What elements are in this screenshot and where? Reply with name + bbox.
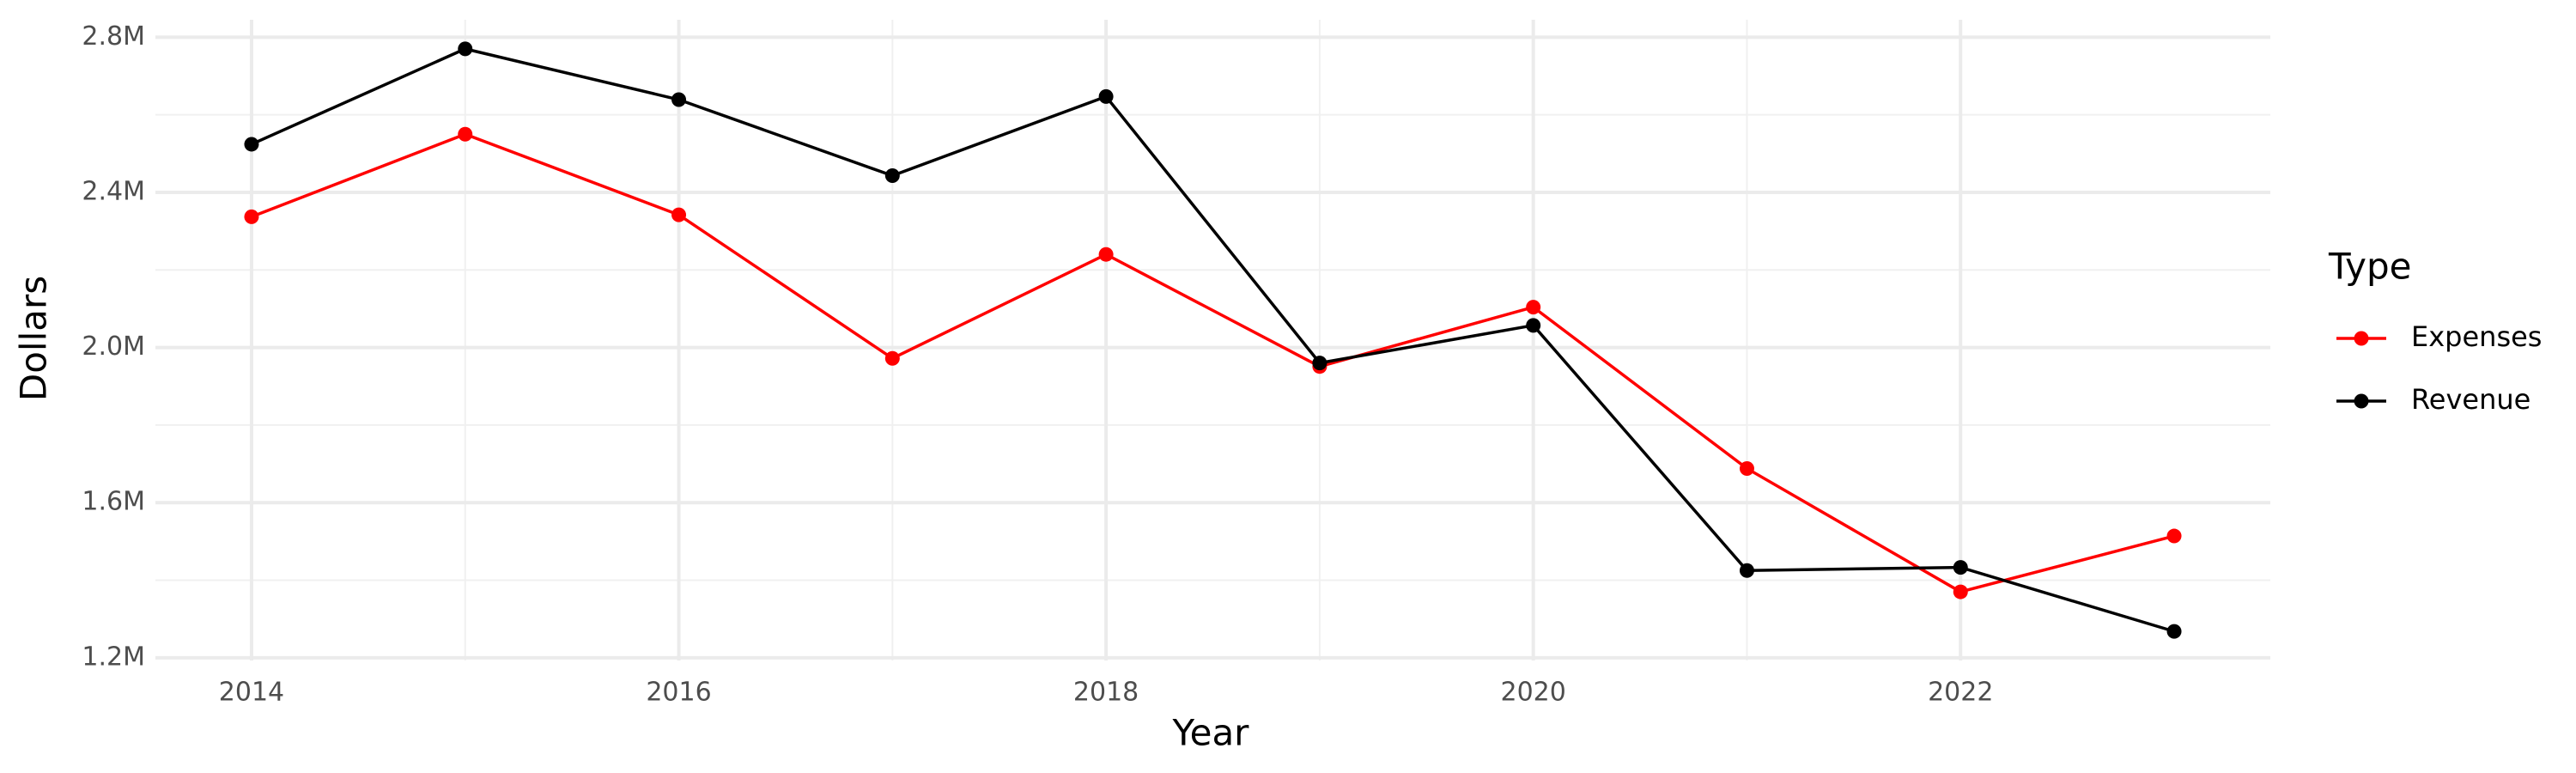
data-point (2166, 528, 2182, 544)
series-line (251, 132, 2175, 593)
data-point (1953, 584, 1968, 600)
data-point (1526, 300, 1541, 315)
data-point (1953, 560, 1968, 575)
y-tick-label: 2.8M (82, 21, 145, 52)
y-axis-title: Dollars (13, 276, 55, 401)
data-point (671, 92, 687, 107)
legend-point (2354, 393, 2369, 409)
data-point (1739, 460, 1754, 476)
legend-title: Type (2328, 246, 2411, 288)
data-point (1098, 247, 1114, 262)
data-point (2166, 624, 2182, 639)
y-tick-label: 1.2M (82, 642, 145, 672)
y-tick-label: 2.4M (82, 176, 145, 206)
data-point (244, 137, 259, 152)
y-tick-label: 1.6M (82, 487, 145, 517)
data-point (458, 126, 473, 142)
data-point (1739, 563, 1754, 578)
series-line (251, 47, 2175, 633)
data-point (884, 168, 900, 184)
x-tick-label: 2018 (1073, 678, 1139, 708)
data-point (1312, 356, 1327, 371)
data-point (458, 41, 473, 57)
x-tick-label: 2022 (1928, 678, 1993, 708)
x-tick-label: 2014 (219, 678, 284, 708)
x-tick-label: 2020 (1501, 678, 1566, 708)
x-tick-label: 2016 (646, 678, 711, 708)
x-axis-title: Year (1172, 712, 1250, 754)
data-point (244, 209, 259, 224)
data-point (671, 207, 687, 222)
legend-label: Expenses (2411, 320, 2542, 353)
legend-label: Revenue (2411, 383, 2530, 416)
data-point (1098, 88, 1114, 104)
data-point (884, 350, 900, 366)
legend-point (2354, 331, 2369, 346)
y-tick-label: 2.0M (82, 332, 145, 362)
data-point (1526, 318, 1541, 333)
